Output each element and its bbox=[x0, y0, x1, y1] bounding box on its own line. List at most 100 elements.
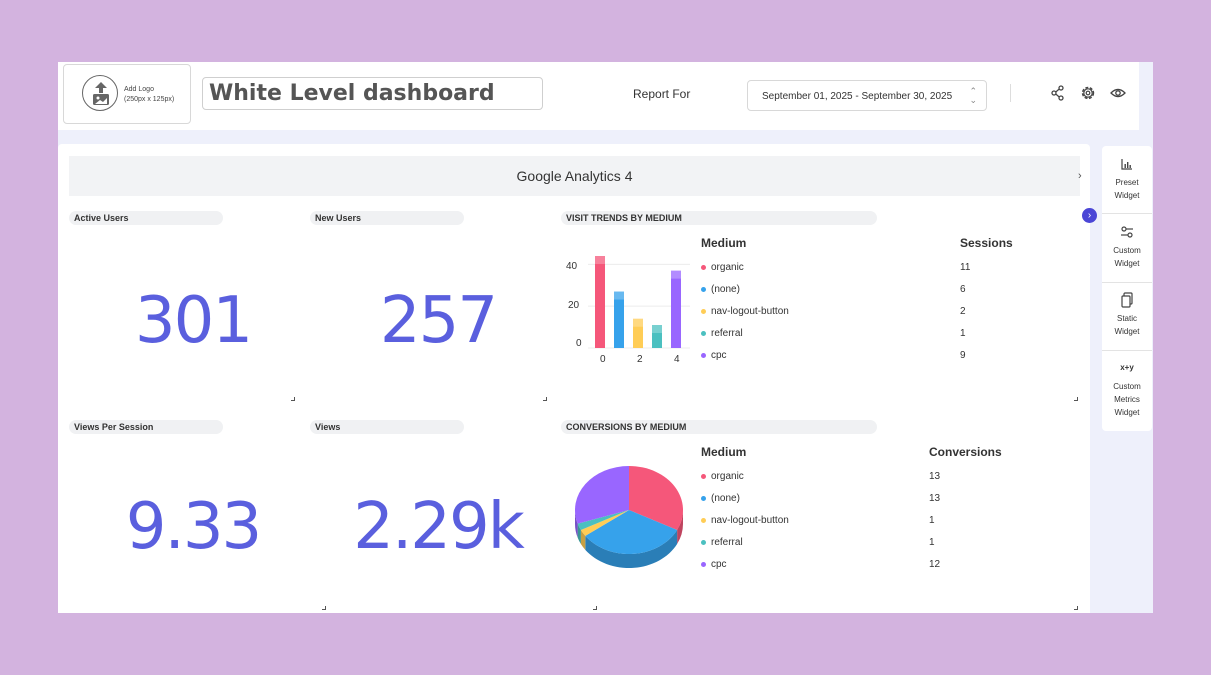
pie-slice-side bbox=[585, 529, 678, 568]
resize-handle[interactable] bbox=[1074, 397, 1078, 401]
column-header-sessions: Sessions bbox=[960, 236, 1013, 250]
metric-views-per-session: 9.33 bbox=[125, 490, 263, 564]
widget-label-conversions: CONVERSIONS BY MEDIUM bbox=[561, 420, 877, 434]
conversions-medium-row: cpc bbox=[701, 559, 727, 570]
legend-dot-icon bbox=[701, 495, 706, 501]
sessions-medium-row: organic bbox=[701, 262, 744, 273]
metric-active-users: 301 bbox=[134, 284, 253, 358]
resize-handle[interactable] bbox=[543, 397, 547, 401]
sessions-medium-row: nav-logout-button bbox=[701, 306, 789, 317]
gear-icon[interactable] bbox=[1079, 84, 1097, 102]
sessions-value: 2 bbox=[960, 306, 966, 317]
sessions-value: 6 bbox=[960, 284, 966, 295]
formula-icon: x+y bbox=[1120, 363, 1134, 372]
sessions-value: 11 bbox=[960, 262, 971, 273]
x-tick-label: 4 bbox=[674, 354, 680, 365]
legend-dot-icon bbox=[701, 308, 706, 314]
medium-name: nav-logout-button bbox=[711, 306, 789, 317]
pie-slice-side bbox=[577, 523, 581, 544]
sidebar-item-label: Metrics bbox=[1114, 395, 1140, 404]
column-header-medium: Medium bbox=[701, 445, 747, 459]
sessions-medium-row: (none) bbox=[701, 284, 740, 295]
resize-handle[interactable] bbox=[1074, 606, 1078, 610]
expand-sidebar-button[interactable]: › bbox=[1082, 208, 1097, 223]
metric-new-users: 257 bbox=[379, 284, 498, 358]
medium-name: organic bbox=[711, 471, 744, 482]
y-tick-label: 0 bbox=[576, 338, 582, 349]
widget-label-new-users: New Users bbox=[310, 211, 464, 225]
sidebar-item-label: Custom bbox=[1113, 246, 1141, 255]
sidebar-item-label: Static bbox=[1116, 314, 1137, 323]
bar bbox=[633, 318, 643, 348]
x-tick-label: 0 bbox=[600, 354, 606, 365]
legend-dot-icon bbox=[701, 561, 706, 567]
visit-trends-bar-chart bbox=[588, 256, 690, 349]
pie-slice bbox=[580, 510, 629, 536]
sidebar-item-label: Widget bbox=[1114, 259, 1140, 268]
eye-icon[interactable] bbox=[1109, 84, 1127, 102]
bar bbox=[671, 270, 681, 348]
conversions-value: 1 bbox=[929, 515, 935, 526]
date-range-value: September 01, 2025 - September 30, 2025 bbox=[762, 91, 953, 102]
add-logo-button[interactable]: Add Logo (250px x 125px) bbox=[63, 64, 191, 124]
legend-dot-icon bbox=[701, 473, 706, 479]
sidebar-divider bbox=[1102, 350, 1152, 351]
y-tick-label: 40 bbox=[566, 261, 578, 272]
sidebar-divider bbox=[1102, 213, 1152, 214]
share-icon[interactable] bbox=[1049, 84, 1067, 102]
resize-handle[interactable] bbox=[291, 397, 295, 401]
sidebar-item-label: Widget bbox=[1114, 408, 1140, 417]
sidebar-item-label: Widget bbox=[1114, 327, 1140, 336]
resize-handle[interactable] bbox=[322, 606, 326, 610]
document-icon bbox=[1121, 292, 1133, 308]
date-range-select[interactable]: September 01, 2025 - September 30, 2025 … bbox=[747, 80, 987, 111]
metric-views: 2.29k bbox=[353, 490, 525, 564]
pie-slice bbox=[585, 510, 678, 554]
conversions-pie-chart bbox=[575, 466, 683, 568]
conversions-medium-row: organic bbox=[701, 471, 744, 482]
preset-widget-button[interactable]: Preset Widget bbox=[1102, 156, 1152, 202]
conversions-value: 13 bbox=[929, 493, 941, 504]
medium-name: cpc bbox=[711, 350, 727, 361]
sliders-icon bbox=[1121, 226, 1133, 238]
conversions-value: 12 bbox=[929, 559, 941, 570]
medium-name: (none) bbox=[711, 493, 740, 504]
custom-widget-button[interactable]: Custom Widget bbox=[1102, 224, 1152, 270]
widget-label-active-users: Active Users bbox=[69, 211, 223, 225]
column-header-conversions: Conversions bbox=[929, 445, 1002, 459]
conversions-value: 13 bbox=[929, 471, 941, 482]
medium-name: cpc bbox=[711, 559, 727, 570]
conversions-medium-row: referral bbox=[701, 537, 743, 548]
x-tick-label: 2 bbox=[637, 354, 643, 365]
sessions-medium-row: cpc bbox=[701, 350, 727, 361]
dashboard-title-input[interactable]: White Level dashboard bbox=[202, 77, 543, 110]
sessions-value: 9 bbox=[960, 350, 966, 361]
logo-hint: Add Logo (250px x 125px) bbox=[124, 85, 174, 105]
legend-dot-icon bbox=[701, 352, 706, 358]
chevron-right-icon[interactable]: › bbox=[1078, 170, 1082, 182]
bar bbox=[652, 325, 662, 348]
header: Add Logo (250px x 125px) White Level das… bbox=[58, 62, 1139, 130]
sidebar-item-label: Preset bbox=[1115, 178, 1139, 187]
sessions-medium-row: referral bbox=[701, 328, 743, 339]
pie-slice bbox=[577, 510, 629, 530]
dashboard-frame: Add Logo (250px x 125px) White Level das… bbox=[58, 62, 1153, 613]
widget-sidebar: Preset Widget Custom Widget Static Widge… bbox=[1102, 146, 1152, 431]
y-tick-label: 20 bbox=[568, 300, 580, 311]
resize-handle[interactable] bbox=[593, 606, 597, 610]
bar bbox=[595, 256, 605, 348]
sidebar-item-label: Custom bbox=[1113, 382, 1141, 391]
legend-dot-icon bbox=[701, 264, 706, 270]
pie-slice-side bbox=[575, 510, 578, 538]
pie-slice-side bbox=[580, 529, 586, 550]
logo-size: (250px x 125px) bbox=[124, 96, 175, 103]
custom-metrics-widget-button[interactable]: x+y Custom Metrics Widget bbox=[1102, 360, 1152, 419]
section-title: Google Analytics 4 bbox=[69, 156, 1080, 196]
conversions-medium-row: nav-logout-button bbox=[701, 515, 789, 526]
legend-dot-icon bbox=[701, 330, 706, 336]
conversions-medium-row: (none) bbox=[701, 493, 740, 504]
header-divider bbox=[1010, 84, 1011, 102]
legend-dot-icon bbox=[701, 286, 706, 292]
static-widget-button[interactable]: Static Widget bbox=[1102, 292, 1152, 338]
pie-slice bbox=[629, 466, 683, 530]
